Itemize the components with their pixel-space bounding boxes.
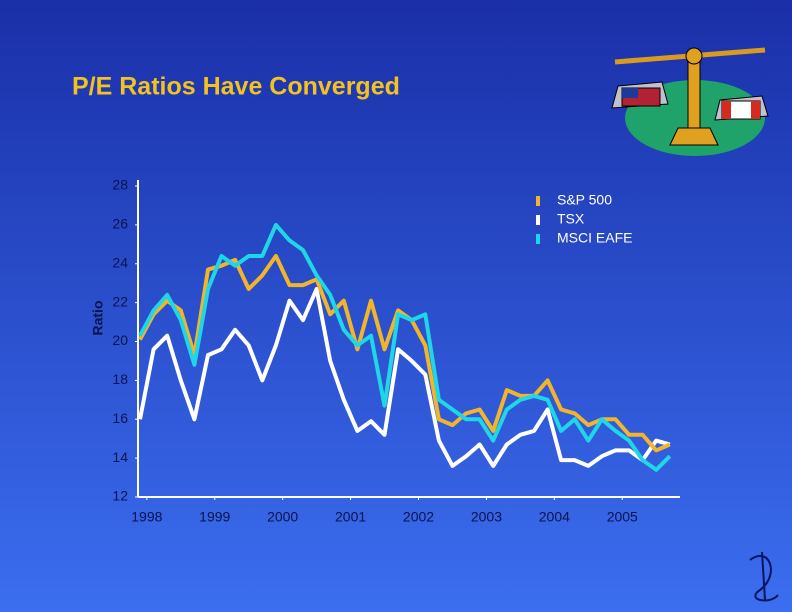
x-tick-label: 2000 [267, 509, 298, 525]
y-tick-label: 22 [112, 293, 128, 309]
x-tick-label: 2002 [403, 509, 434, 525]
y-tick-label: 16 [112, 410, 128, 426]
legend-label: TSX [557, 211, 585, 227]
logo [749, 551, 779, 602]
legend-label: MSCI EAFE [557, 230, 632, 246]
legend-label: S&P 500 [557, 192, 612, 208]
clipart-scale [611, 47, 769, 156]
y-tick-label: 26 [112, 216, 128, 232]
series-line [138, 222, 672, 472]
x-tick-label: 2004 [539, 509, 570, 525]
y-tick-label: 18 [112, 371, 128, 387]
series-line [138, 287, 671, 468]
y-tick-label: 24 [112, 254, 128, 270]
y-tick-label: 28 [112, 177, 128, 193]
y-axis-label: Ratio [90, 301, 106, 336]
x-tick-label: 2003 [471, 509, 502, 525]
y-tick-label: 20 [112, 332, 128, 348]
x-tick-label: 2001 [335, 509, 366, 525]
x-tick-label: 1999 [199, 509, 230, 525]
y-tick-label: 14 [112, 449, 128, 465]
y-tick-label: 12 [112, 488, 128, 504]
chart-title: P/E Ratios Have Converged [72, 73, 400, 101]
x-tick-label: 2005 [607, 509, 638, 525]
x-tick-label: 1998 [131, 509, 162, 525]
